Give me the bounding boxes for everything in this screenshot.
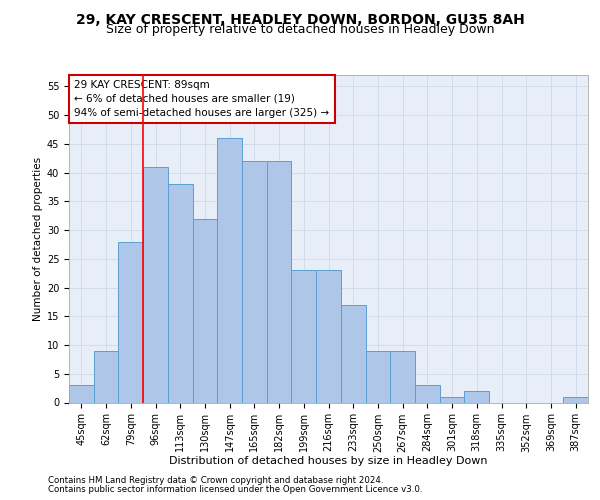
Bar — [440, 397, 464, 402]
Bar — [217, 138, 242, 402]
Bar — [341, 305, 365, 402]
Text: Contains public sector information licensed under the Open Government Licence v3: Contains public sector information licen… — [48, 485, 422, 494]
X-axis label: Distribution of detached houses by size in Headley Down: Distribution of detached houses by size … — [169, 456, 488, 466]
Text: Contains HM Land Registry data © Crown copyright and database right 2024.: Contains HM Land Registry data © Crown c… — [48, 476, 383, 485]
Bar — [316, 270, 341, 402]
Bar — [292, 270, 316, 402]
Bar — [415, 386, 440, 402]
Bar — [390, 351, 415, 403]
Bar — [118, 242, 143, 402]
Bar — [365, 351, 390, 403]
Text: 29 KAY CRESCENT: 89sqm
← 6% of detached houses are smaller (19)
94% of semi-deta: 29 KAY CRESCENT: 89sqm ← 6% of detached … — [74, 80, 329, 118]
Bar — [69, 386, 94, 402]
Bar — [193, 218, 217, 402]
Text: 29, KAY CRESCENT, HEADLEY DOWN, BORDON, GU35 8AH: 29, KAY CRESCENT, HEADLEY DOWN, BORDON, … — [76, 12, 524, 26]
Y-axis label: Number of detached properties: Number of detached properties — [32, 156, 43, 321]
Bar — [464, 391, 489, 402]
Bar — [94, 351, 118, 403]
Bar — [242, 161, 267, 402]
Bar — [168, 184, 193, 402]
Bar — [563, 397, 588, 402]
Bar — [143, 167, 168, 402]
Text: Size of property relative to detached houses in Headley Down: Size of property relative to detached ho… — [106, 22, 494, 36]
Bar — [267, 161, 292, 402]
